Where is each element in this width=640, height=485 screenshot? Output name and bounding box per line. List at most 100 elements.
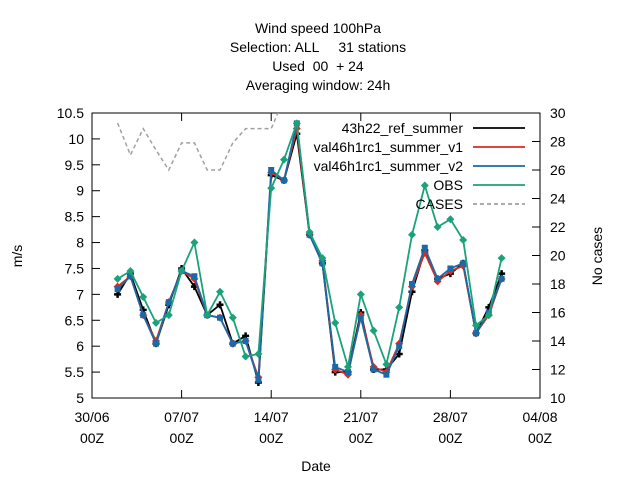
x-tick-label: 14/07 00Z	[254, 409, 289, 446]
marker	[268, 167, 275, 173]
y2-tick-label: 14	[550, 333, 566, 349]
marker	[459, 235, 468, 244]
marker	[318, 254, 327, 263]
y-tick-label: 9	[76, 183, 84, 199]
marker	[255, 376, 262, 383]
marker	[473, 330, 479, 337]
marker	[191, 273, 198, 280]
marker	[396, 343, 403, 350]
y2-tick-label: 18	[550, 276, 566, 292]
marker	[395, 303, 404, 312]
marker	[203, 311, 212, 320]
y-tick-label: 6.5	[65, 312, 85, 328]
marker	[345, 369, 351, 376]
marker	[190, 238, 199, 247]
y2-tick-label: 16	[550, 305, 566, 321]
marker	[484, 311, 493, 320]
marker	[370, 366, 377, 373]
y2-tick-label: 28	[550, 134, 566, 150]
marker	[113, 274, 122, 283]
y-axis-label: m/s	[9, 245, 25, 268]
marker	[447, 265, 454, 272]
x-tick-label: 04/08 00Z	[522, 409, 557, 446]
marker	[242, 338, 249, 344]
marker	[140, 312, 147, 319]
x-axis-label: Date	[301, 458, 331, 474]
plot-border	[91, 112, 541, 399]
marker	[446, 215, 455, 224]
y-tick-label: 8.5	[65, 209, 85, 225]
marker	[356, 290, 365, 299]
marker	[127, 273, 134, 280]
y-tick-label: 8	[76, 235, 84, 251]
marker	[472, 321, 480, 330]
legend-label: 43h22_ref_summer	[342, 120, 464, 136]
title-line: Selection: ALL 31 stations	[230, 39, 406, 55]
marker	[344, 362, 352, 371]
legend-label: val46h1rc1_summer_v2	[314, 158, 464, 174]
marker	[395, 350, 403, 358]
marker	[217, 314, 223, 321]
marker	[139, 292, 148, 301]
y-tick-label: 7	[76, 286, 84, 302]
x-tick-label: 30/06 00Z	[74, 409, 109, 446]
marker	[433, 223, 442, 231]
marker	[228, 313, 237, 322]
marker	[409, 281, 415, 287]
y-tick-label: 10	[68, 131, 84, 147]
y-tick-label: 5.5	[65, 364, 85, 380]
marker	[177, 267, 186, 276]
marker	[421, 244, 428, 251]
marker	[369, 326, 378, 335]
y2-tick-label: 20	[550, 248, 566, 264]
marker	[153, 340, 159, 347]
marker	[126, 267, 135, 276]
plot-area	[113, 113, 506, 386]
y-tick-label: 7.5	[65, 260, 85, 276]
marker	[332, 363, 339, 370]
marker	[497, 254, 506, 263]
y2-axis-label: No cases	[589, 227, 605, 285]
title-line: Wind speed 100hPa	[255, 20, 381, 36]
y2-tick-label: 26	[550, 162, 566, 178]
marker	[420, 181, 429, 190]
x-tick-label: 21/07 00Z	[343, 409, 378, 446]
marker	[331, 318, 340, 327]
y-tick-label: 6	[76, 338, 84, 354]
legend-label: CASES	[416, 196, 463, 212]
marker	[164, 311, 173, 320]
marker	[216, 287, 224, 296]
marker	[281, 177, 287, 184]
marker	[319, 260, 326, 267]
marker	[165, 299, 172, 306]
y-tick-label: 10.5	[57, 105, 84, 121]
y2-tick-label: 30	[550, 105, 566, 121]
marker	[434, 275, 441, 282]
marker	[114, 286, 121, 293]
x-tick-label: 07/07 00Z	[164, 409, 199, 446]
y2-tick-label: 24	[550, 191, 566, 207]
legend-label: val46h1rc1_summer_v1	[314, 139, 464, 155]
marker	[357, 314, 364, 321]
marker	[408, 230, 416, 239]
marker	[229, 340, 236, 347]
marker	[383, 371, 390, 378]
marker	[280, 155, 288, 164]
marker	[460, 260, 467, 267]
title-line: Used 00 + 24	[272, 58, 364, 74]
marker	[305, 228, 314, 237]
y-tick-label: 5	[76, 390, 84, 406]
y2-tick-label: 22	[550, 219, 566, 235]
marker	[382, 360, 391, 369]
y-tick-label: 9.5	[65, 157, 85, 173]
marker	[241, 352, 250, 361]
x-tick-label: 28/07 00Z	[433, 409, 468, 446]
marker	[152, 318, 160, 327]
series-line	[116, 113, 279, 172]
title-line: Averaging window: 24h	[246, 77, 391, 93]
marker	[254, 349, 263, 358]
marker	[267, 184, 276, 193]
y2-tick-label: 12	[550, 362, 566, 378]
marker	[292, 119, 301, 128]
